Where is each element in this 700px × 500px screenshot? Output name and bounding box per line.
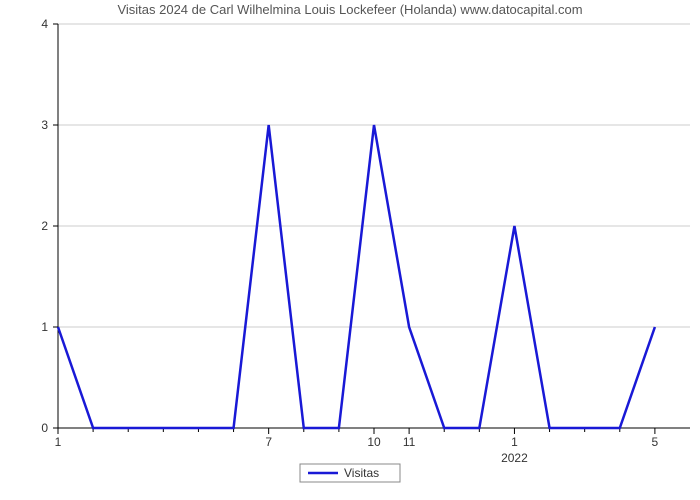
- y-tick-label: 3: [41, 118, 48, 132]
- x-secondary-label: 2022: [501, 451, 528, 465]
- x-tick-label: 1: [55, 435, 62, 449]
- x-tick-label: 1: [511, 435, 518, 449]
- visitas-chart: Visitas 2024 de Carl Wilhelmina Louis Lo…: [0, 0, 700, 500]
- y-tick-label: 4: [41, 17, 48, 31]
- x-tick-label: 10: [367, 435, 381, 449]
- x-tick-label: 7: [265, 435, 272, 449]
- chart-title: Visitas 2024 de Carl Wilhelmina Louis Lo…: [0, 2, 700, 17]
- y-tick-label: 0: [41, 421, 48, 435]
- y-tick-label: 1: [41, 320, 48, 334]
- legend-label: Visitas: [344, 466, 379, 480]
- series-line-visitas: [58, 125, 655, 428]
- x-tick-label: 11: [403, 435, 416, 449]
- y-tick-label: 2: [41, 219, 48, 233]
- x-tick-label: 5: [652, 435, 659, 449]
- chart-svg: 01234171011152022Visitas: [0, 0, 700, 500]
